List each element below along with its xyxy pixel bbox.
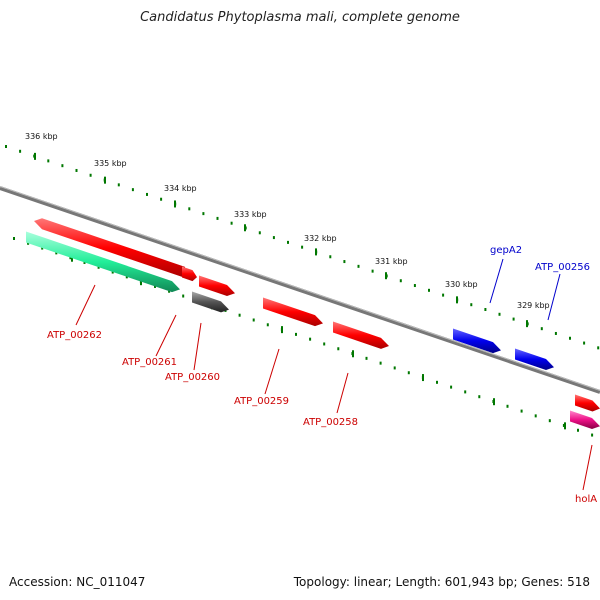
- gene-label-hola: holA: [575, 494, 597, 505]
- scale-label: 331 kbp: [375, 257, 408, 266]
- gene-arrow: [26, 231, 180, 293]
- gene-label-gepa2: gepA2: [490, 245, 522, 256]
- leader-line: [547, 273, 561, 321]
- gene-arrow: [333, 321, 389, 349]
- leader-line: [582, 444, 593, 491]
- gene-arrow: [192, 291, 229, 313]
- gene-label-atp_00261: ATP_00261: [122, 357, 177, 368]
- gene-arrow: [34, 218, 185, 278]
- gene-label-atp_00258: ATP_00258: [303, 417, 358, 428]
- leader-line: [193, 322, 202, 371]
- scale-label: 333 kbp: [234, 210, 267, 219]
- accession-text: Accession: NC_011047: [9, 575, 146, 589]
- gene-label-atp_00256: ATP_00256: [535, 262, 590, 273]
- scale-label: 335 kbp: [94, 159, 127, 168]
- label-leader-lines: [75, 258, 593, 491]
- page-title: Candidatus Phytoplasma mali, complete ge…: [140, 10, 460, 25]
- scale-label: 336 kbp: [25, 132, 58, 141]
- scale-label: 330 kbp: [445, 280, 478, 289]
- scale-labels: 336 kbp 335 kbp 334 kbp 333 kbp 332 kbp 331 k…: [25, 132, 550, 310]
- gene-arrow: [199, 275, 235, 297]
- scale-label: 329 kbp: [517, 301, 550, 310]
- scale-label: 334 kbp: [164, 184, 197, 193]
- genome-backbone: [0, 186, 600, 394]
- leader-line: [336, 372, 349, 414]
- scale-ticks-top: [5, 145, 600, 350]
- gene-label-atp_00260: ATP_00260: [165, 372, 220, 383]
- gene-arrow: [182, 266, 197, 282]
- gene-arrow: [515, 348, 554, 371]
- leader-line: [155, 314, 177, 357]
- scale-label: 332 kbp: [304, 234, 337, 243]
- gene-arrow: [570, 410, 600, 429]
- gene-labels: ATP_00262 ATP_00261 ATP_00260 ATP_00259 ATP_…: [47, 245, 597, 505]
- leader-line: [264, 348, 280, 395]
- gene-label-atp_00262: ATP_00262: [47, 330, 102, 341]
- gene-label-atp_00259: ATP_00259: [234, 396, 289, 407]
- gene-arrow: [575, 394, 600, 412]
- leader-line: [75, 284, 96, 326]
- leader-line: [489, 258, 504, 304]
- gene-arrow: [263, 297, 323, 327]
- gene-features: [26, 218, 600, 429]
- gene-arrow: [453, 328, 501, 354]
- genome-summary-text: Topology: linear; Length: 601,943 bp; Ge…: [293, 575, 590, 589]
